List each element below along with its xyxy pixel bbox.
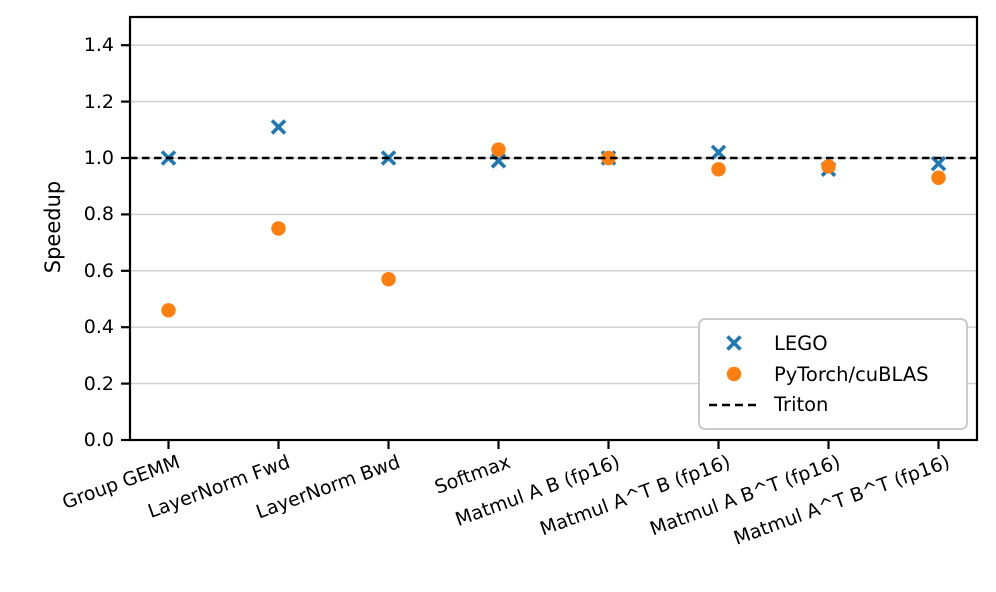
legend: LEGO PyTorch/cuBLAS Triton [698, 318, 968, 430]
lego-data-marker [930, 155, 947, 172]
lego-data-marker [710, 144, 727, 161]
legend-item-pytorch: PyTorch/cuBLAS [708, 363, 956, 386]
legend-item-lego: LEGO [708, 332, 956, 355]
legend-label-lego: LEGO [774, 331, 828, 355]
lego-x-marker-icon [708, 333, 760, 353]
legend-item-triton: Triton [708, 393, 956, 416]
lego-data-marker [270, 119, 287, 135]
pytorch-data-marker [821, 159, 836, 174]
y-tick-label: 1.4 [83, 34, 114, 57]
pytorch-circle-marker-icon [708, 364, 760, 384]
pytorch-data-marker [271, 221, 286, 236]
y-tick-label: 0.0 [83, 429, 114, 451]
y-tick-label: 0.6 [83, 259, 114, 282]
y-tick-label: 0.4 [83, 316, 114, 339]
pytorch-data-marker [381, 272, 396, 287]
legend-label-triton: Triton [774, 393, 829, 417]
pytorch-data-marker [711, 162, 726, 177]
y-tick-label: 1.0 [83, 147, 114, 169]
plot-border [128, 15, 979, 442]
lego-data-marker [490, 153, 507, 169]
pytorch-data-marker [491, 142, 506, 157]
y-tick-label: 0.2 [83, 372, 114, 395]
y-tick-label: 1.2 [83, 90, 114, 113]
pytorch-data-marker [931, 170, 946, 185]
y-tick-label: 0.8 [83, 203, 114, 226]
pytorch-data-marker [161, 303, 176, 318]
triton-dashed-line-icon [708, 401, 760, 409]
legend-label-pytorch: PyTorch/cuBLAS [774, 362, 929, 386]
pytorch-data-marker [601, 150, 616, 166]
